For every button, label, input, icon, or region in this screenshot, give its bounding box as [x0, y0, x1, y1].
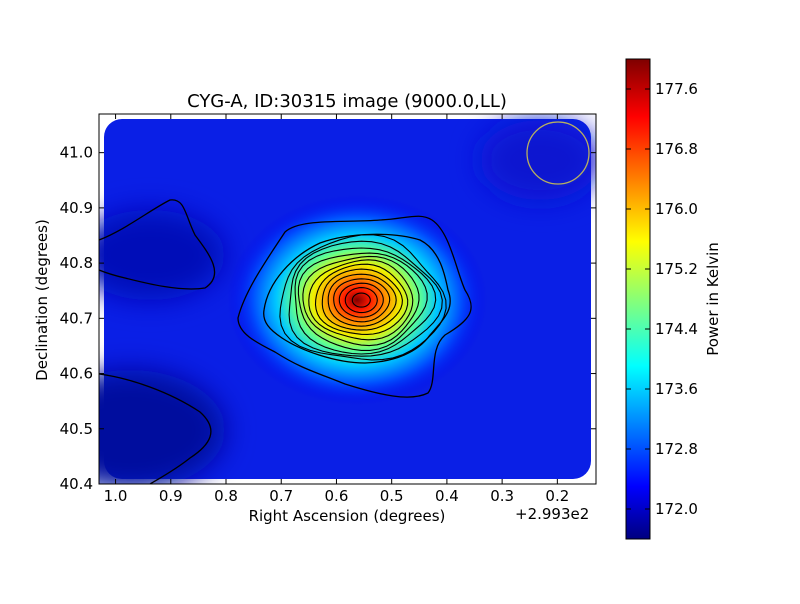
- y-tick-label-0: 40.4: [60, 475, 93, 493]
- y-tick-label-5: 40.9: [60, 199, 93, 217]
- contour-left-upper: [99, 199, 216, 290]
- x-tick-label-1: 0.9: [159, 487, 183, 505]
- contour-inner-5: [308, 259, 414, 341]
- colorbar-tick-label-3: 174.4: [655, 320, 698, 338]
- colorbar-tick-label-6: 176.8: [655, 140, 698, 158]
- x-tick-label-8: 0.2: [545, 487, 569, 505]
- contour-left-lower: [99, 373, 212, 484]
- y-tick-label-4: 40.8: [60, 254, 93, 272]
- source-emission: [227, 195, 487, 405]
- x-axis-label: Right Ascension (degrees): [249, 507, 446, 525]
- contour-inner-2: [294, 247, 437, 355]
- contour-inner-10: [338, 282, 384, 318]
- colorbar-tick-label-5: 176.0: [655, 200, 698, 218]
- contour-outer-2: [263, 233, 451, 364]
- colorbar-tick-label-0: 172.0: [655, 500, 698, 518]
- x-tick-label-4: 0.6: [325, 487, 349, 505]
- dark-region-left-upper: [99, 210, 225, 300]
- y-tick-label-2: 40.6: [60, 365, 93, 383]
- colorbar-label: Power in Kelvin: [704, 242, 722, 356]
- contour-outer-1: [237, 215, 472, 398]
- x-tick-label-6: 0.4: [435, 487, 459, 505]
- colorbar-tick-label-1: 172.8: [655, 440, 698, 458]
- colorbar-tick-label-7: 177.6: [655, 80, 698, 98]
- contour-inner-11: [344, 287, 378, 314]
- x-axis-ticks: 1.0 0.9 0.8 0.7 0.6 0.5 0.4 0.3 0.2: [104, 114, 569, 505]
- contour-inner-4: [302, 255, 420, 347]
- colorbar-tick-label-2: 173.6: [655, 380, 698, 398]
- plot-frame: [98, 113, 597, 485]
- dark-region-top-right: [480, 120, 596, 200]
- colorbar-ticks: 172.0 172.8 173.6 174.4 175.2 176.0 176.8 177.6: [626, 80, 698, 518]
- beam-circle: [526, 121, 590, 185]
- x-tick-label-0: 1.0: [104, 487, 128, 505]
- contour-inner-7: [321, 268, 403, 331]
- chart-title: CYG-A, ID:30315 image (9000.0,LL): [187, 91, 507, 112]
- contour-inner-8: [327, 273, 397, 327]
- contour-inner-3: [297, 252, 428, 351]
- y-tick-label-1: 40.5: [60, 420, 93, 438]
- y-axis-label: Declination (degrees): [33, 219, 51, 381]
- y-tick-label-6: 41.0: [60, 144, 93, 162]
- x-tick-label-5: 0.5: [380, 487, 404, 505]
- plot-area: [99, 114, 596, 484]
- x-tick-label-7: 0.3: [490, 487, 514, 505]
- contour-inner-9: [333, 278, 391, 323]
- colorbar-frame: [625, 58, 651, 540]
- inner-contours: [279, 234, 447, 361]
- contour-inner-6: [314, 263, 409, 335]
- y-axis-ticks: 40.4 40.5 40.6 40.7 40.8 40.9 41.0: [60, 144, 596, 493]
- colorbar-gradient: [626, 59, 650, 539]
- contour-inner-0: [279, 234, 447, 361]
- contour-peak: [351, 292, 371, 308]
- x-axis-offset-label: +2.993e2: [515, 505, 589, 523]
- x-tick-label-2: 0.8: [214, 487, 238, 505]
- y-tick-label-3: 40.7: [60, 309, 93, 327]
- contour-inner-1: [288, 240, 443, 357]
- x-tick-label-3: 0.7: [269, 487, 293, 505]
- colorbar-tick-label-4: 175.2: [655, 260, 698, 278]
